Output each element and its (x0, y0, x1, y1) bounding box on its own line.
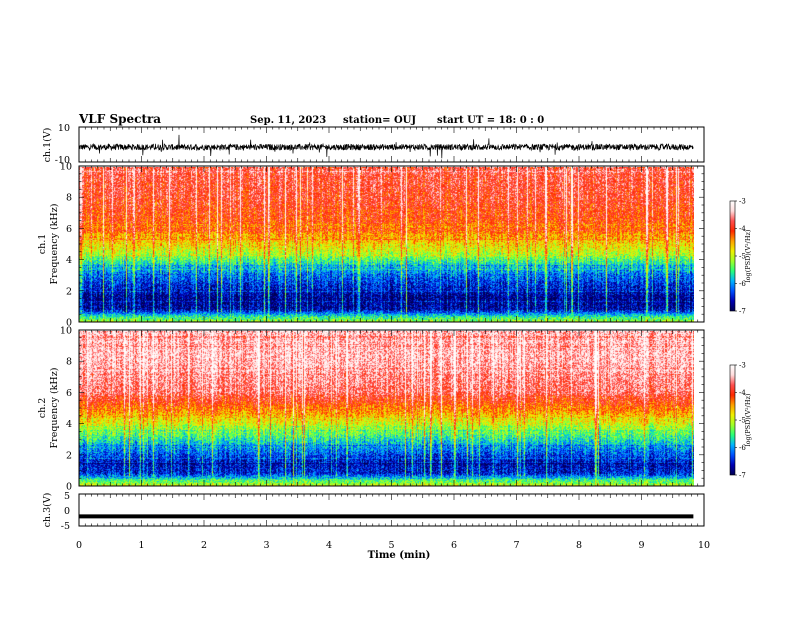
x-tick-label: 4 (326, 540, 332, 551)
ch1-waveform-trace (78, 134, 694, 159)
freq-tick-label: 4 (66, 255, 72, 266)
x-tick-label: 0 (76, 540, 82, 551)
ch1-colorbar-ticks: -3 -4 -5 -6 -7 (735, 198, 746, 316)
colorbar-tick-label: -4 (739, 389, 746, 397)
x-tick-label: 3 (263, 540, 269, 551)
colorbar-tick-label: -7 (739, 472, 746, 480)
ch1-spectrogram-image (79, 167, 694, 322)
ch1-ytick-top: 10 (58, 123, 70, 134)
ch1-waveform-ticks (78, 127, 705, 162)
ch2-spectrogram-image (79, 331, 694, 486)
x-tick-label: 2 (201, 540, 207, 551)
x-tick-label: 7 (513, 540, 519, 551)
freq-tick-label: 6 (66, 224, 72, 235)
ch1-spectrogram-ytick-labels: 0 2 4 6 8 10 (60, 162, 72, 329)
ch3-ytick-mid: 0 (64, 506, 70, 517)
ch1-waveform-panel: 10 -10 ch.1(V) (42, 123, 705, 166)
ch1-ytick-bottom: -10 (55, 155, 70, 166)
freq-tick-label: 8 (66, 193, 72, 204)
ch2-colorbar-ticks: -3 -4 -5 -6 -7 (735, 362, 746, 480)
freq-tick-label: 10 (60, 162, 72, 173)
ch2-colorbar-scale (729, 364, 736, 476)
ch2-colorbar: -3 -4 -5 -6 -7 log(PSD)(V²/Hz) (729, 362, 752, 480)
freq-tick-label: 10 (60, 326, 72, 337)
colorbar-tick-label: -3 (739, 198, 746, 206)
ch3-waveform-panel: 5 0 -5 ch.3(V) (42, 491, 705, 532)
ch2-spectrogram-ticks (78, 329, 705, 487)
x-axis-label: Time (min) (368, 550, 431, 561)
x-tick-label: 10 (698, 540, 710, 551)
colorbar-tick-label: -6 (739, 444, 746, 452)
x-axis-tick-labels: 0 1 2 3 4 5 6 7 8 9 10 (76, 540, 710, 551)
ch2-spectrogram-panel: 0 2 4 6 8 10 ch.2 Frequency (kHz) (37, 326, 705, 493)
ch1-spectrogram-panel: 0 2 4 6 8 10 ch.1 Frequency (kHz) (37, 162, 705, 329)
ch1-spectrogram-ticks (78, 165, 705, 323)
freq-tick-label: 0 (66, 482, 72, 493)
ch2-spectrogram-ylabel-channel: ch.2 (37, 398, 48, 419)
colorbar-tick-label: -5 (739, 417, 746, 425)
ch1-spectrogram-ylabel-frequency: Frequency (kHz) (49, 204, 60, 285)
ch3-ytick-top: 5 (64, 491, 70, 502)
ch3-waveform-ticks (78, 494, 705, 526)
ch1-waveform-line (78, 134, 694, 159)
ch3-ytick-bottom: -5 (61, 521, 70, 532)
date-label: Sep. 11, 2023 (250, 115, 326, 126)
colorbar-tick-label: -3 (739, 362, 746, 370)
colorbar-tick-label: -5 (739, 253, 746, 261)
station-label: station= OUJ (343, 115, 416, 126)
freq-tick-label: 0 (66, 318, 72, 329)
freq-tick-label: 8 (66, 357, 72, 368)
ch2-colorbar-label: log(PSD)(V²/Hz) (744, 393, 752, 446)
ch3-waveform-ylabel: ch.3(V) (42, 493, 53, 528)
ch1-spectrogram-ylabel-channel: ch.1 (37, 234, 48, 255)
ch2-spectrogram-ylabel-frequency: Frequency (kHz) (49, 368, 60, 449)
colorbar-tick-label: -7 (739, 308, 746, 316)
x-tick-label: 1 (138, 540, 144, 551)
ch2-spectrogram-ytick-labels: 0 2 4 6 8 10 (60, 326, 72, 493)
x-tick-label: 6 (451, 540, 457, 551)
x-tick-label: 8 (576, 540, 582, 551)
ch1-waveform-ylabel: ch.1(V) (42, 128, 53, 163)
freq-tick-label: 4 (66, 419, 72, 430)
x-tick-label: 5 (388, 540, 394, 551)
start-time-label: start UT = 18: 0 : 0 (437, 115, 544, 126)
ch1-colorbar-label: log(PSD)(V²/Hz) (744, 229, 752, 282)
ch1-colorbar-scale (729, 200, 736, 312)
figure-title: VLF Spectra (78, 112, 161, 126)
freq-tick-label: 6 (66, 388, 72, 399)
freq-tick-label: 2 (66, 450, 72, 461)
colorbar-tick-label: -6 (739, 280, 746, 288)
colorbar-tick-label: -4 (739, 225, 746, 233)
freq-tick-label: 2 (66, 286, 72, 297)
x-tick-label: 9 (638, 540, 644, 551)
ch1-colorbar: -3 -4 -5 -6 -7 log(PSD)(V²/Hz) (729, 198, 752, 316)
